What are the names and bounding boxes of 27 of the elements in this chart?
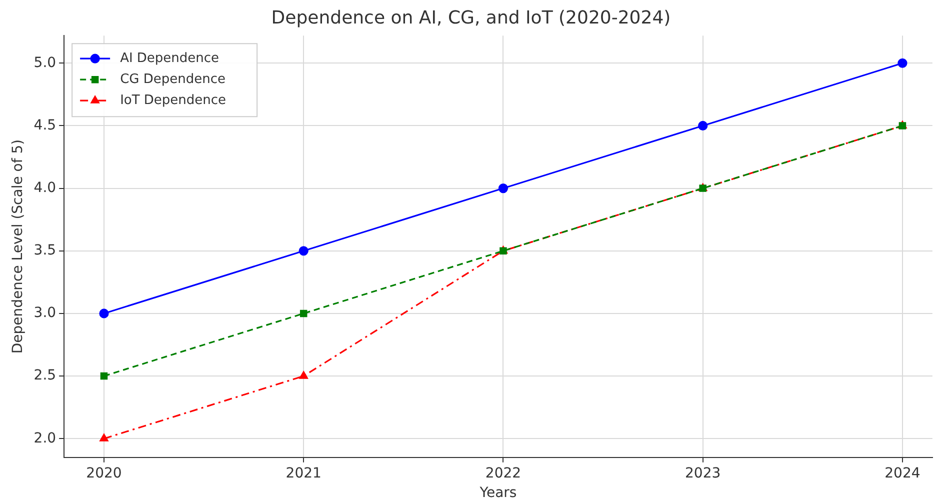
point — [299, 371, 308, 379]
point — [298, 246, 308, 256]
y-tick-label: 2.5 — [34, 368, 56, 384]
y-axis-title: Dependence Level (Scale of 5) — [10, 139, 26, 354]
y-tick-label: 2.0 — [34, 430, 56, 446]
point — [99, 308, 109, 318]
legend-label: CG Dependence — [120, 72, 226, 87]
x-tick-label: 2020 — [86, 465, 122, 482]
y-tick-label: 4.5 — [34, 117, 56, 134]
y-tick-label: 5.0 — [34, 54, 56, 71]
point — [498, 184, 508, 194]
chart-title: Dependence on AI, CG, and IoT (2020-2024) — [271, 7, 671, 28]
point — [300, 310, 308, 318]
x-tick-label: 2021 — [286, 465, 322, 482]
point — [100, 372, 108, 380]
x-tick-label: 2022 — [485, 465, 522, 482]
y-tick-label: 3.5 — [34, 242, 56, 259]
x-axis-title: Years — [478, 485, 517, 502]
point — [100, 434, 108, 442]
legend-label: AI Dependence — [120, 50, 220, 66]
x-tick-label: 2024 — [884, 465, 920, 482]
point — [698, 120, 708, 131]
legend-label: IoT Dependence — [120, 92, 226, 108]
x-tick-label: 2023 — [685, 465, 721, 482]
y-tick-label: 3.0 — [34, 305, 56, 322]
y-tick-label: 4.0 — [34, 180, 56, 196]
point — [898, 58, 908, 68]
